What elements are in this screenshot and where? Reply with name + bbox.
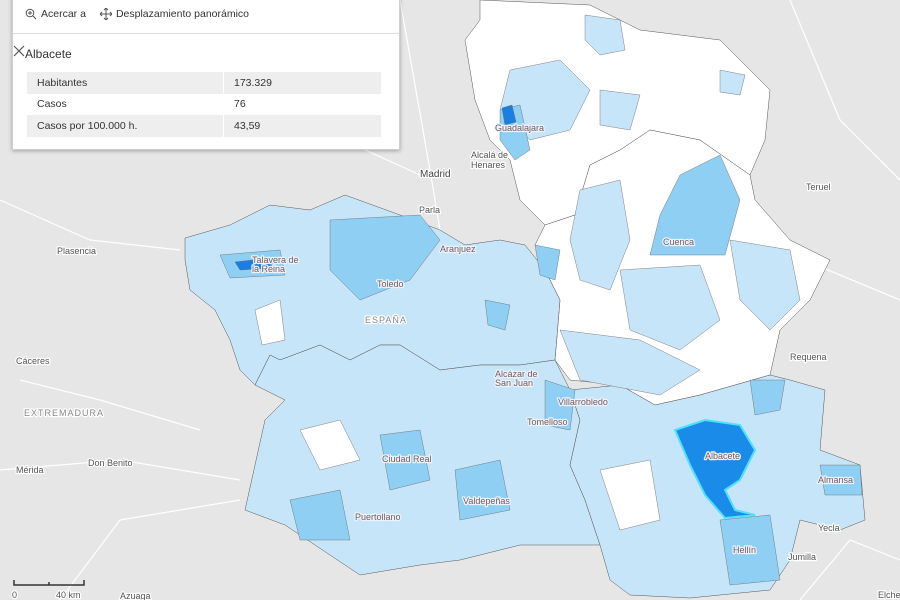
place-label: Cáceres bbox=[16, 356, 50, 366]
place-label: Hellín bbox=[733, 545, 756, 555]
place-label: Guadalajara bbox=[495, 123, 544, 133]
close-button[interactable] bbox=[13, 45, 25, 57]
attribute-value: 76 bbox=[234, 98, 246, 111]
popup: Acercar a Desplazamiento panorámico Alba… bbox=[12, 0, 400, 150]
attribute-name: Habitantes bbox=[27, 72, 224, 94]
place-label: Teruel bbox=[806, 182, 831, 192]
popup-title: Albacete bbox=[25, 47, 72, 61]
popup-toolbar: Acercar a Desplazamiento panorámico bbox=[13, 0, 399, 34]
pan-label: Desplazamiento panorámico bbox=[115, 8, 250, 20]
place-label: Plasencia bbox=[57, 246, 96, 256]
place-label: Puertollano bbox=[355, 512, 401, 522]
selected-municipality[interactable] bbox=[673, 418, 757, 520]
place-label: Aranjuez bbox=[440, 244, 476, 254]
place-label: EXTREMADURA bbox=[24, 408, 104, 418]
place-label: Parla bbox=[419, 205, 440, 215]
place-label: Alcázar de bbox=[495, 369, 538, 379]
pan-button[interactable]: Desplazamiento panorámico bbox=[99, 8, 250, 20]
place-label: Madrid bbox=[420, 169, 451, 180]
scale-bar bbox=[13, 580, 85, 586]
zoom-icon bbox=[25, 8, 37, 20]
place-label: Talavera de bbox=[252, 255, 299, 265]
place-label: Villarrobledo bbox=[558, 397, 608, 407]
place-label: Cuenca bbox=[663, 237, 694, 247]
place-label: Alcalá de bbox=[471, 150, 508, 160]
attribute-row: Casos por 100.000 h. 43,59 bbox=[27, 115, 381, 137]
scale-start: 0 bbox=[12, 590, 17, 600]
place-label: Azuaga bbox=[120, 591, 151, 600]
attribute-row: Habitantes 173.329 bbox=[27, 72, 381, 94]
place-label: San Juan bbox=[495, 378, 533, 388]
attribute-value: 173.329 bbox=[223, 72, 381, 94]
zoom-to-label: Acercar a bbox=[41, 8, 86, 20]
place-label: Mérida bbox=[16, 465, 44, 475]
zoom-to-button[interactable]: Acercar a bbox=[25, 8, 86, 20]
place-label: Toledo bbox=[377, 279, 404, 289]
place-label: Almansa bbox=[818, 475, 853, 485]
place-label: Don Benito bbox=[88, 458, 133, 468]
place-label: Elche bbox=[878, 590, 900, 600]
place-label: Tomelloso bbox=[527, 417, 568, 427]
attribute-name: Casos bbox=[27, 93, 224, 115]
attribute-row: Casos 76 bbox=[27, 93, 381, 115]
place-label: Valdepeñas bbox=[463, 496, 510, 506]
attribute-value: 43,59 bbox=[223, 115, 381, 137]
place-label: Ciudad Real bbox=[382, 454, 432, 464]
scale-end: 40 km bbox=[56, 590, 81, 600]
place-label: Henares bbox=[471, 160, 506, 170]
municipalities bbox=[219, 14, 863, 586]
place-label: Jumilla bbox=[788, 552, 816, 562]
place-label: Yecla bbox=[818, 523, 840, 533]
place-label: Requena bbox=[790, 352, 827, 362]
place-label: ESPAÑA bbox=[365, 315, 407, 325]
attribute-table: Habitantes 173.329 Casos 76 Casos por 100.00… bbox=[27, 72, 381, 137]
place-label: la Reina bbox=[252, 264, 285, 274]
pan-icon bbox=[99, 8, 112, 20]
attribute-name: Casos por 100.000 h. bbox=[27, 115, 224, 137]
place-label: Albacete bbox=[705, 451, 740, 461]
